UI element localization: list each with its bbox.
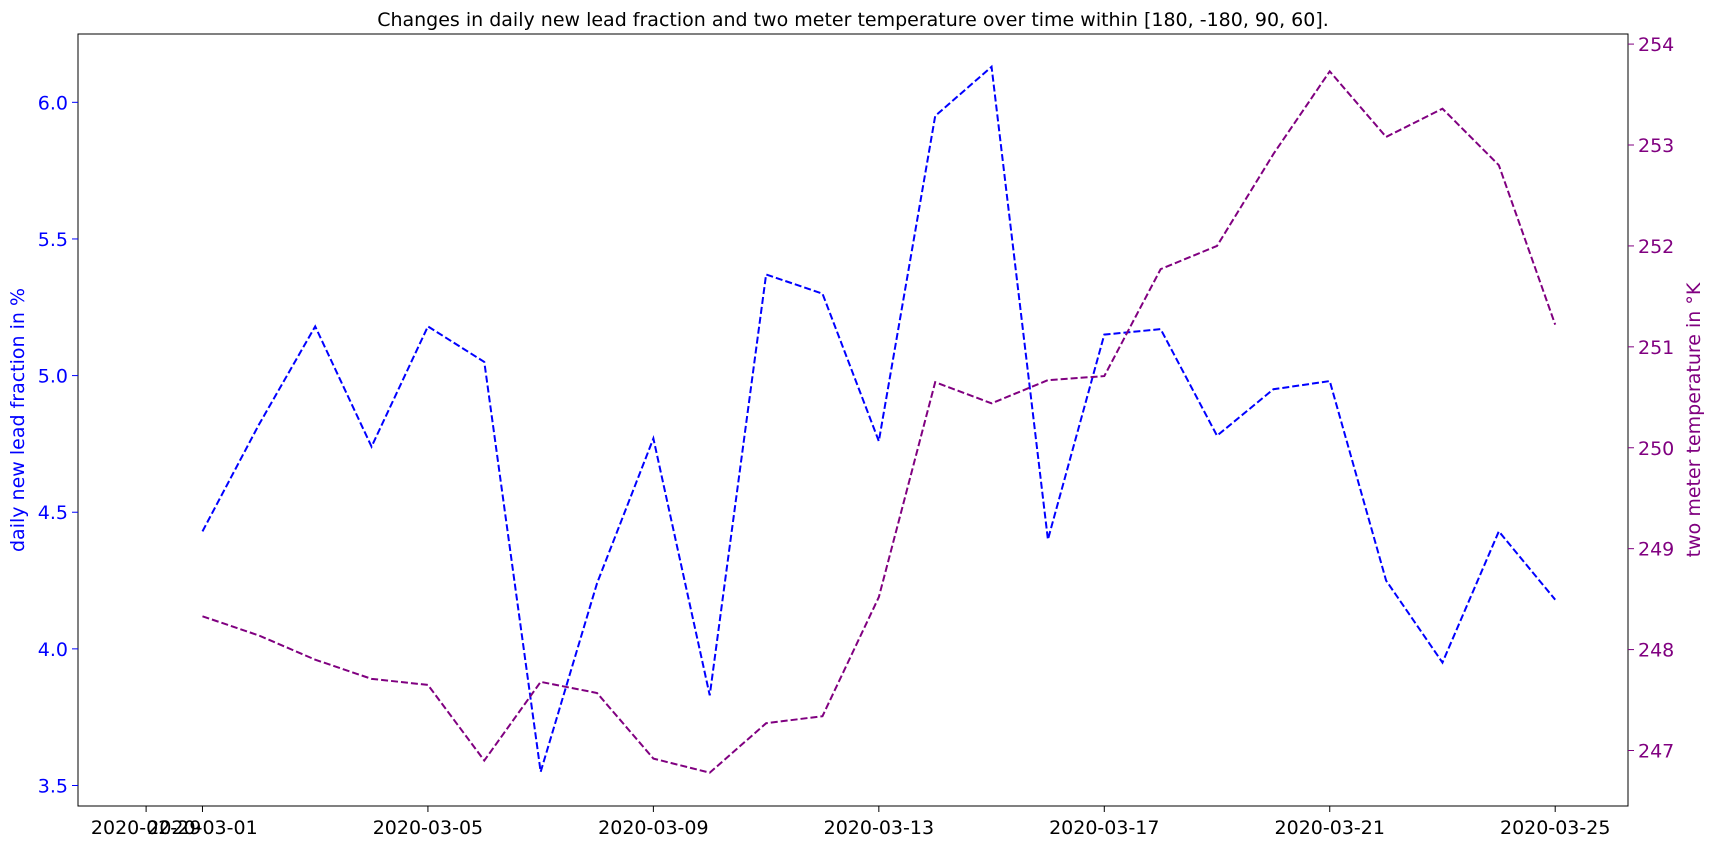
x-tick-label: 2020-03-05: [373, 817, 483, 839]
x-tick-label: 2020-03-01: [147, 817, 257, 839]
y-left-tick-label: 4.0: [38, 639, 68, 661]
y-left-tick-label: 5.0: [38, 366, 68, 388]
x-tick-label: 2020-02-29: [91, 817, 201, 839]
y-left-tick-label: 5.5: [38, 229, 68, 251]
y-right-tick-label: 252: [1638, 236, 1674, 258]
series-line-temperature: [202, 69, 1557, 774]
series-line-lead-fraction: [201, 64, 1556, 773]
y-axis-right-label: two meter temperature in °K: [1683, 282, 1705, 557]
x-tick-label: 2020-03-21: [1275, 817, 1385, 839]
x-tick-label: 2020-03-17: [1049, 817, 1159, 839]
y-left-tick-label: 3.5: [38, 776, 68, 798]
y-left-tick-label: 4.5: [38, 502, 68, 524]
y-left-tick-label: 6.0: [38, 92, 68, 114]
y-right-tick-label: 250: [1638, 438, 1674, 460]
y-right-tick-label: 254: [1638, 34, 1674, 56]
plot-frame: [77, 33, 1629, 807]
y-right-tick-label: 248: [1638, 640, 1674, 662]
y-right-tick-label: 249: [1638, 539, 1674, 561]
y-axis-left-label: daily new lead fraction in %: [7, 288, 29, 552]
y-right-tick-label: 251: [1638, 337, 1674, 359]
chart-title: Changes in daily new lead fraction and t…: [377, 9, 1329, 31]
x-tick-label: 2020-03-09: [598, 817, 708, 839]
y-right-tick-label: 247: [1638, 740, 1674, 762]
y-right-tick-label: 253: [1638, 135, 1674, 157]
x-tick-label: 2020-03-25: [1500, 817, 1610, 839]
x-tick-label: 2020-03-13: [824, 817, 934, 839]
